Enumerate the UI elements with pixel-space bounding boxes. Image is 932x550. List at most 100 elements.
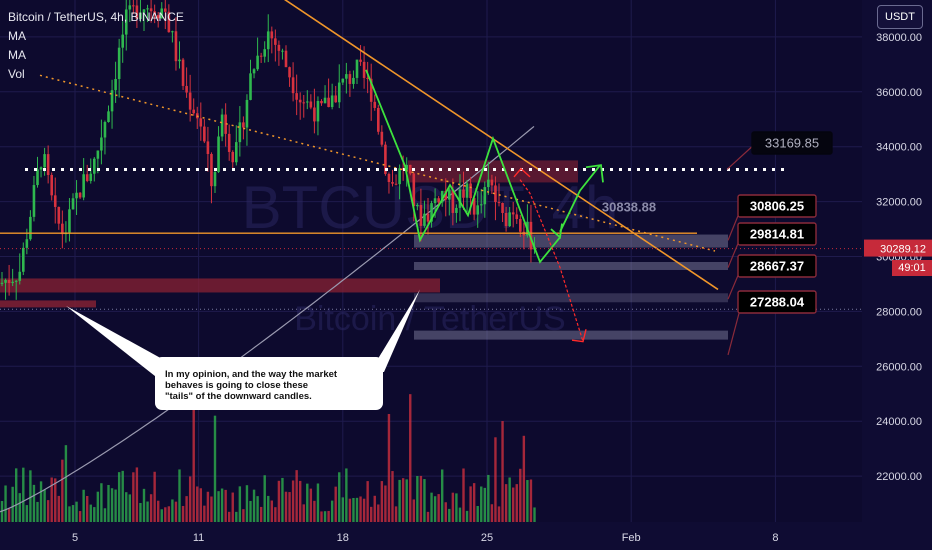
candle-body <box>167 11 171 33</box>
volume-bar <box>462 468 465 522</box>
candle-body <box>53 195 57 207</box>
volume-bar <box>160 509 163 522</box>
candle-body <box>323 97 327 104</box>
candle-body <box>430 203 433 222</box>
candle-body <box>181 59 185 86</box>
volume-bar <box>401 478 405 522</box>
candle-body <box>316 100 320 122</box>
volume-bar <box>181 505 185 522</box>
level-zone-1 <box>414 234 728 248</box>
candle-body <box>4 279 7 283</box>
candle-body <box>185 85 188 93</box>
green-arrowhead-up <box>585 164 604 183</box>
volume-bar <box>270 500 273 522</box>
time-tick-label: 5 <box>72 532 78 544</box>
candle-body <box>256 55 259 70</box>
volume-bar <box>68 506 71 522</box>
volume-bar <box>4 485 7 522</box>
volume-bar <box>366 481 369 522</box>
candle-body <box>362 61 366 78</box>
volume-bar <box>430 492 433 522</box>
volume-bar <box>18 493 21 522</box>
candle-body <box>455 207 458 213</box>
candle-body <box>249 73 252 100</box>
volume-bar <box>423 479 426 522</box>
volume-bar <box>259 506 263 522</box>
volume-bar <box>57 495 60 522</box>
time-tick-label: Feb <box>622 532 641 544</box>
candle-body <box>135 5 139 20</box>
candle-body <box>359 59 362 62</box>
candle-body <box>132 5 135 7</box>
volume-bar <box>220 488 224 522</box>
volume-bar <box>448 508 451 522</box>
candle-body <box>96 150 100 159</box>
candle-body <box>345 74 348 79</box>
volume-bar <box>345 468 348 522</box>
legend-ma-1[interactable]: MA <box>8 29 26 43</box>
volume-bar <box>394 506 398 522</box>
drawings <box>0 0 862 380</box>
legend-ma-2[interactable]: MA <box>8 48 26 62</box>
volume-bar <box>167 506 171 522</box>
volume-bar <box>192 409 195 522</box>
volume-bar <box>359 496 362 522</box>
candle-body <box>451 189 455 213</box>
volume-bar <box>15 468 18 522</box>
candle-body <box>117 47 121 80</box>
candle-body <box>469 183 472 199</box>
candle-body <box>298 99 302 103</box>
volume-bar <box>320 511 323 522</box>
watermark: BTCUSDT, 4h Bitcoin / TetherUS <box>242 174 619 338</box>
level-label-text: 30806.25 <box>750 199 804 214</box>
currency-button[interactable]: USDT <box>877 5 923 29</box>
volume-bar <box>483 487 486 522</box>
red-arrowhead-down <box>571 329 587 343</box>
candle-body <box>408 164 412 174</box>
volume-bar <box>188 476 192 522</box>
volume-bar <box>391 471 394 522</box>
red-arrowhead-top <box>513 167 531 178</box>
candle-body <box>288 67 291 78</box>
candle-body <box>252 69 256 74</box>
volume-bar <box>164 507 167 522</box>
volume-bar <box>299 480 302 522</box>
candle-body <box>387 173 391 183</box>
candle-body <box>270 31 274 39</box>
level-label-text: 33169.85 <box>765 136 819 151</box>
volume-bar <box>288 492 291 522</box>
candle-body <box>245 99 249 128</box>
level-zone-4 <box>414 330 728 340</box>
volume-bar <box>313 500 316 522</box>
volume-bar <box>426 511 430 522</box>
volume-bar <box>249 500 252 522</box>
time-axis-bg <box>0 522 932 550</box>
volume-bar <box>412 499 415 522</box>
candle-body <box>373 101 377 108</box>
candle-body <box>121 34 124 48</box>
candle-body <box>352 77 355 84</box>
volume-bar <box>373 495 376 522</box>
candle-body <box>29 216 32 240</box>
volume-bar <box>291 480 295 522</box>
volume-bar <box>43 489 46 522</box>
candle-body <box>487 179 490 188</box>
candle-body <box>405 164 408 170</box>
volume-bar <box>348 498 352 522</box>
volume-bar <box>82 489 85 522</box>
volume-bar <box>274 507 277 522</box>
candle-body <box>124 9 128 35</box>
candle-body <box>231 151 235 163</box>
volume-bar <box>7 508 11 522</box>
candle-body <box>22 247 25 272</box>
level-label-text: 27288.04 <box>750 295 805 310</box>
legend-volume[interactable]: Vol <box>8 67 25 81</box>
candle-body <box>419 204 423 226</box>
price-tick-label: 32000.00 <box>876 197 922 209</box>
candle-body <box>11 281 14 284</box>
volume-bar <box>110 488 114 522</box>
red-projection <box>519 179 584 342</box>
candle-body <box>508 212 511 227</box>
